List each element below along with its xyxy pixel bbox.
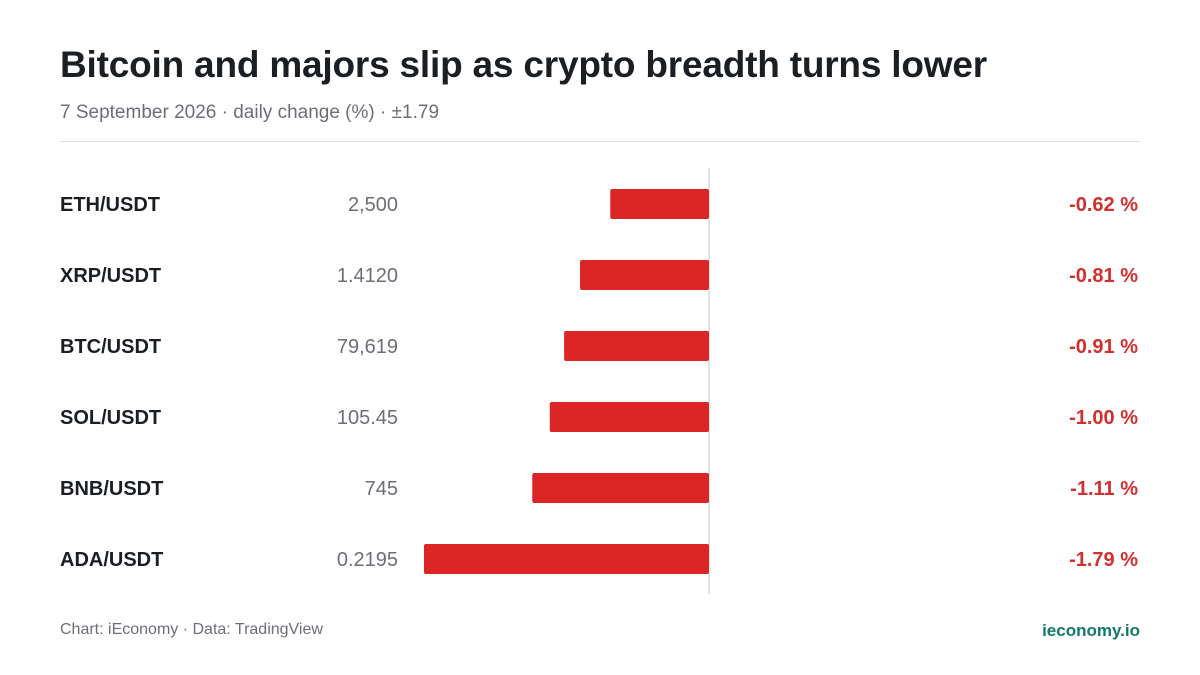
chart-subtitle: 7 September 2026 · daily change (%) · ±1… [60,102,440,123]
bar [610,189,709,219]
price-label: 0.2195 [337,549,398,571]
bar [532,473,709,503]
header-divider [60,141,1140,142]
value-label: -0.62 % [1069,194,1138,216]
bar [580,260,709,290]
chart-row: ETH/USDT 2,500 -0.62 % [60,189,1138,219]
category-label: ADA/USDT [60,549,163,571]
chart-row: BTC/USDT 79,619 -0.91 % [60,331,1138,361]
bar [424,544,709,574]
price-label: 1.4120 [337,265,398,287]
price-label: 105.45 [337,407,398,429]
value-label: -1.79 % [1069,549,1138,571]
category-label: XRP/USDT [60,265,161,287]
bar [564,331,709,361]
bar [549,402,709,432]
price-label: 79,619 [337,336,398,358]
footer-source: Chart: iEconomy · Data: TradingView [60,621,323,638]
footer-brand-link[interactable]: ieconomy.io [1042,621,1140,640]
price-label: 745 [365,478,398,500]
category-label: BNB/USDT [60,478,163,500]
chart-row: ADA/USDT 0.2195 -1.79 % [60,544,1138,574]
value-label: -1.00 % [1069,407,1138,429]
chart-row: BNB/USDT 745 -1.11 % [60,473,1138,503]
chart-row: XRP/USDT 1.4120 -0.81 % [60,260,1138,290]
category-label: ETH/USDT [60,194,160,216]
category-label: BTC/USDT [60,336,161,358]
price-label: 2,500 [348,194,398,216]
category-label: SOL/USDT [60,407,161,429]
value-label: -0.81 % [1069,265,1138,287]
value-label: -0.91 % [1069,336,1138,358]
chart-title: Bitcoin and majors slip as crypto breadt… [60,44,987,85]
chart-row: SOL/USDT 105.45 -1.00 % [60,402,1138,432]
value-label: -1.11 % [1070,478,1138,500]
